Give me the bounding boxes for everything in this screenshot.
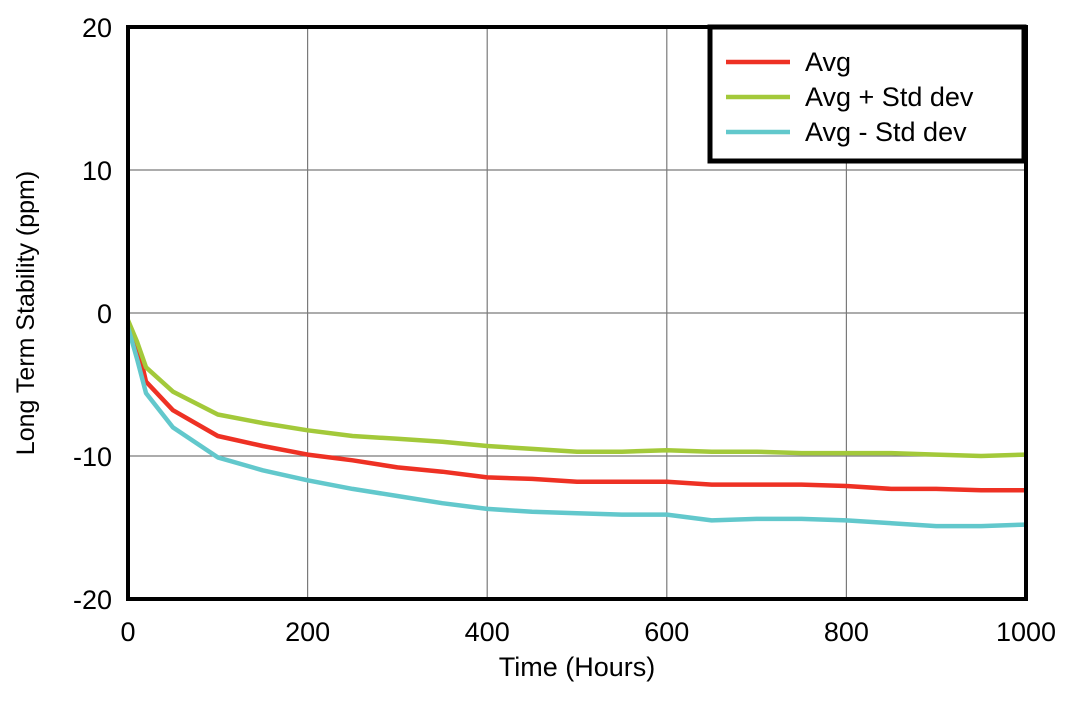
series-line-0	[125, 323, 1026, 493]
x-tick-label: 400	[465, 617, 510, 647]
y-tick-label: 0	[97, 299, 112, 329]
series-line-1	[125, 319, 1027, 459]
y-tick-label: -20	[73, 585, 112, 615]
legend-label: Avg + Std dev	[805, 82, 974, 112]
x-tick-label: 600	[644, 617, 689, 647]
x-tick-label: 1000	[996, 617, 1056, 647]
y-tick-label: -10	[73, 442, 112, 472]
y-tick-label: 20	[82, 13, 112, 43]
plot-frame	[126, 25, 1028, 601]
x-axis-label: Time (Hours)	[499, 652, 656, 682]
legend-label: Avg - Std dev	[805, 117, 967, 147]
x-tick-label: 0	[120, 617, 135, 647]
legend-label: Avg	[805, 47, 851, 77]
y-axis-label: Long Term Stability (ppm)	[12, 171, 40, 455]
legend: Avg Avg + Std dev Avg - Std dev	[707, 24, 1027, 164]
tick-labels: 0 200 400 600 800 1000 -20 -10 0 10 20	[73, 13, 1056, 647]
legend-box	[707, 24, 1027, 164]
series-lines	[125, 319, 1027, 529]
y-tick-label: 10	[82, 156, 112, 186]
x-tick-label: 200	[285, 617, 330, 647]
x-tick-label: 800	[824, 617, 869, 647]
series-line-2	[125, 326, 1027, 529]
